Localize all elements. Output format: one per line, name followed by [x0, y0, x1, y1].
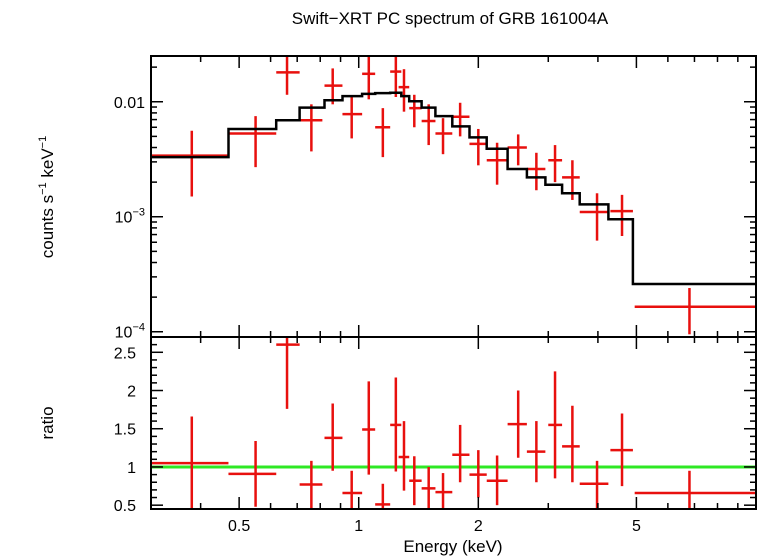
- ratio-y-tick-label: 1.5: [114, 422, 136, 439]
- ratio-point: [324, 403, 343, 471]
- spectrum-point: [375, 108, 391, 158]
- spectrum-y-tick-label: 10−4: [115, 322, 145, 342]
- ratio-point: [486, 455, 508, 506]
- spectrum-point: [548, 145, 563, 183]
- spectrum-point: [390, 56, 402, 97]
- ratio-y-tick-label: 1: [127, 460, 136, 477]
- ratio-y-tick-label: 0.5: [114, 498, 136, 515]
- chart-title: Swift−XRT PC spectrum of GRB 161004A: [292, 9, 609, 28]
- ratio-point: [610, 413, 633, 487]
- x-tick-labels: 0.5 1 2 5: [228, 518, 641, 535]
- spectrum-point: [469, 128, 487, 166]
- spectrum-point: [579, 193, 609, 241]
- ratio-point: [398, 421, 410, 491]
- ratio-data-layer: [151, 337, 756, 509]
- ratio-point: [579, 460, 609, 509]
- ratio-point: [526, 421, 546, 483]
- ratio-point: [299, 460, 323, 509]
- ratio-point: [276, 337, 300, 409]
- ratio-point: [362, 381, 376, 475]
- ratio-point: [562, 405, 580, 483]
- spectrum-point: [409, 94, 422, 128]
- ratio-point: [548, 371, 563, 479]
- spectrum-point: [228, 116, 277, 168]
- x-axis-label: Energy (keV): [403, 537, 502, 556]
- spectrum-y-tick-label: 0.01: [114, 95, 145, 112]
- ratio-point: [409, 456, 422, 506]
- ratio-point: [375, 483, 391, 509]
- x-tick-label: 0.5: [228, 518, 250, 535]
- spectrum-point: [151, 130, 229, 197]
- model-step-line: [151, 91, 756, 286]
- ratio-y-tick-label: 2.5: [114, 345, 136, 362]
- ratio-point: [421, 466, 436, 509]
- spectrum-ticks: [150, 56, 757, 338]
- spectrum-data-layer: [151, 56, 756, 335]
- ratio-point: [634, 470, 756, 509]
- ratio-point: [469, 450, 487, 498]
- x-tick-label: 5: [632, 518, 641, 535]
- spectrum-panel: 0.01 10−3 10−4 counts s−1 keV−1: [37, 55, 757, 342]
- spectrum-point: [526, 152, 546, 191]
- spectrum-point: [276, 56, 300, 95]
- spectrum-point: [324, 68, 343, 105]
- ratio-point: [507, 390, 527, 458]
- spectrum-point: [435, 118, 453, 155]
- spectrum-point: [634, 288, 756, 335]
- ratio-point: [435, 473, 453, 509]
- spectrum-point: [507, 134, 527, 166]
- ratio-panel: 0.5 1 1.5 2 2.5 0.5 1 2 5 ratio Energy (keV): [38, 336, 757, 556]
- ratio-y-tick-labels: 0.5 1 1.5 2 2.5: [114, 345, 136, 515]
- ratio-panel-frame: [150, 336, 757, 510]
- spectrum-point: [421, 104, 436, 146]
- spectrum-y-tick-labels: 0.01 10−3 10−4: [114, 95, 145, 342]
- spectrum-point: [610, 194, 633, 237]
- x-tick-label: 1: [354, 518, 363, 535]
- spectrum-point: [452, 102, 470, 137]
- ratio-point: [390, 377, 402, 472]
- spectrum-y-axis-label: counts s−1 keV−1: [37, 136, 57, 258]
- spectrum-y-tick-label: 10−3: [115, 207, 145, 227]
- ratio-point: [228, 440, 277, 507]
- ratio-y-axis-label: ratio: [38, 406, 57, 439]
- spectrum-point: [342, 96, 363, 139]
- ratio-point: [151, 416, 229, 509]
- model-layer: [151, 91, 756, 286]
- spectrum-point: [299, 104, 323, 152]
- x-tick-label: 2: [474, 518, 483, 535]
- ratio-point: [452, 424, 470, 483]
- spectrum-panel-frame: [150, 55, 757, 338]
- ratio-point: [342, 470, 363, 509]
- spectrum-point: [398, 69, 410, 112]
- spectrum-point: [362, 56, 376, 100]
- ratio-ticks: [150, 337, 757, 509]
- ratio-y-tick-label: 2: [127, 384, 136, 401]
